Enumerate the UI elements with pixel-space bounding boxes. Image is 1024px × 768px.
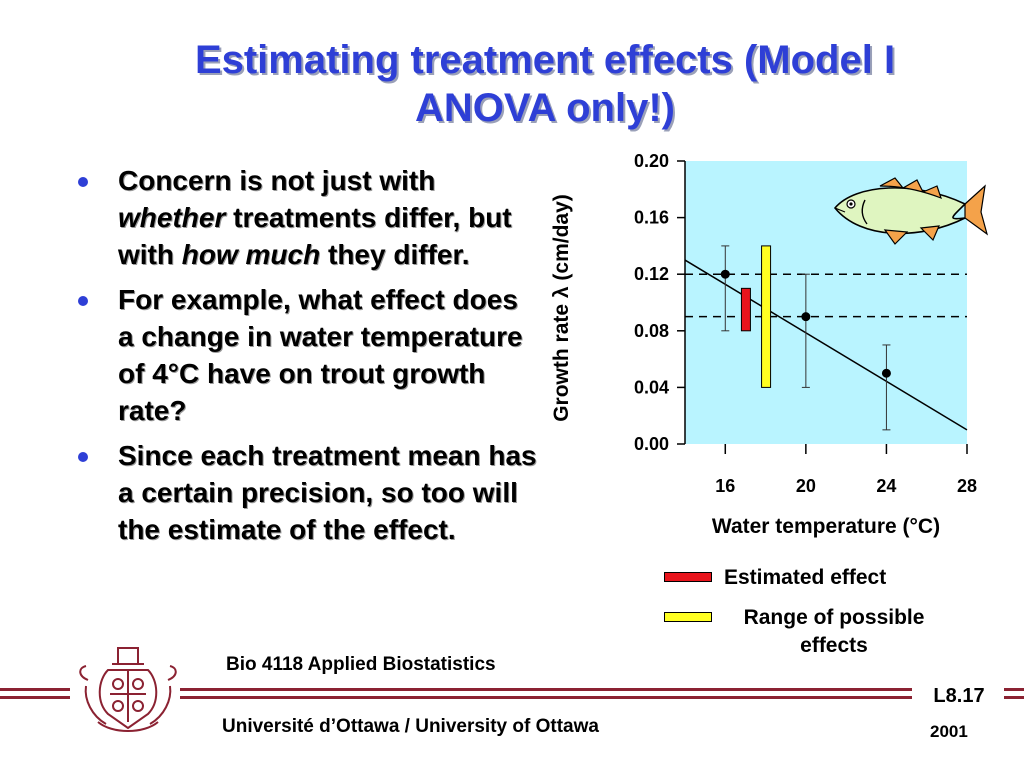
legend-label: Estimated effect: [724, 566, 887, 589]
x-axis-title: Water temperature (°C): [712, 515, 940, 538]
y-axis-title: Growth rate λ (cm/day): [550, 194, 573, 422]
footer-rule-main-1: [180, 688, 912, 691]
y-tick-label: 0.00: [634, 434, 669, 454]
regression-line: [684, 259, 968, 431]
range-of-effects-bar: [761, 245, 772, 388]
grid-fish: [833, 177, 989, 245]
data-point: [881, 368, 891, 378]
bullet-emphasis: how much: [181, 239, 321, 270]
chart-marks: [684, 245, 968, 431]
legend-swatch-yellow: [664, 612, 712, 622]
legend-label: Range of possible effects: [743, 606, 925, 657]
y-tick-label: 0.20: [634, 151, 669, 171]
y-tick-label: 0.12: [634, 264, 669, 284]
university-crest: [79, 647, 177, 732]
bullet-list: Concern is not just with whether treatme…: [70, 162, 540, 556]
bullet-dot-icon: [78, 177, 88, 187]
growth-rate-chart: 0.00 0.04 0.08 0.12 0.16 0.20 16 20 24 28 Growth …: [550, 151, 989, 538]
footer-rule-left-1: [0, 688, 70, 691]
bullet-dot-icon: [78, 452, 88, 462]
slide-title: Estimating treatment effects (Model I AN…: [194, 38, 896, 130]
bullet-item: Since each treatment mean has a certain …: [70, 437, 540, 548]
footer-rule-right-1: [1004, 688, 1024, 691]
y-tick-label: 0.08: [634, 321, 669, 341]
course-name: Bio 4118 Applied Biostatistics: [226, 654, 496, 675]
footer-rule-left-2: [0, 696, 70, 699]
footer-rule-main-2: [180, 696, 912, 699]
axis-ticks: 0.00 0.04 0.08 0.12 0.16 0.20 16 20 24 28: [634, 151, 977, 496]
x-tick-label: 20: [796, 476, 816, 496]
university-name: Université d’Ottawa / University of Otta…: [222, 716, 599, 737]
slide-number: L8.17: [918, 683, 1000, 709]
x-tick-label: 16: [715, 476, 735, 496]
footer-rule-right-2: [1004, 696, 1024, 699]
x-tick-label: 24: [876, 476, 896, 496]
bullet-item: For example, what effect does a change i…: [70, 281, 540, 429]
legend-swatch-red: [664, 572, 712, 582]
y-tick-label: 0.04: [634, 377, 669, 397]
bullet-text: Since each treatment mean has a certain …: [118, 440, 537, 545]
data-point: [801, 312, 811, 322]
y-tick-label: 0.16: [634, 208, 669, 228]
bullet-text: treatments differ, but with: [118, 202, 512, 270]
bullet-text: For example, what effect does a change i…: [118, 284, 523, 426]
bullet-dot-icon: [78, 296, 88, 306]
bullet-text: they differ.: [320, 239, 470, 270]
bullet-item: Concern is not just with whether treatme…: [70, 162, 540, 273]
bullet-emphasis: whether: [118, 202, 226, 233]
x-tick-label: 28: [957, 476, 977, 496]
slide-year: 2001: [930, 722, 968, 741]
estimated-effect-bar: [740, 287, 751, 332]
fish-icon: [833, 177, 989, 245]
bullet-text: Concern is not just with: [118, 165, 436, 196]
data-point: [720, 269, 730, 279]
